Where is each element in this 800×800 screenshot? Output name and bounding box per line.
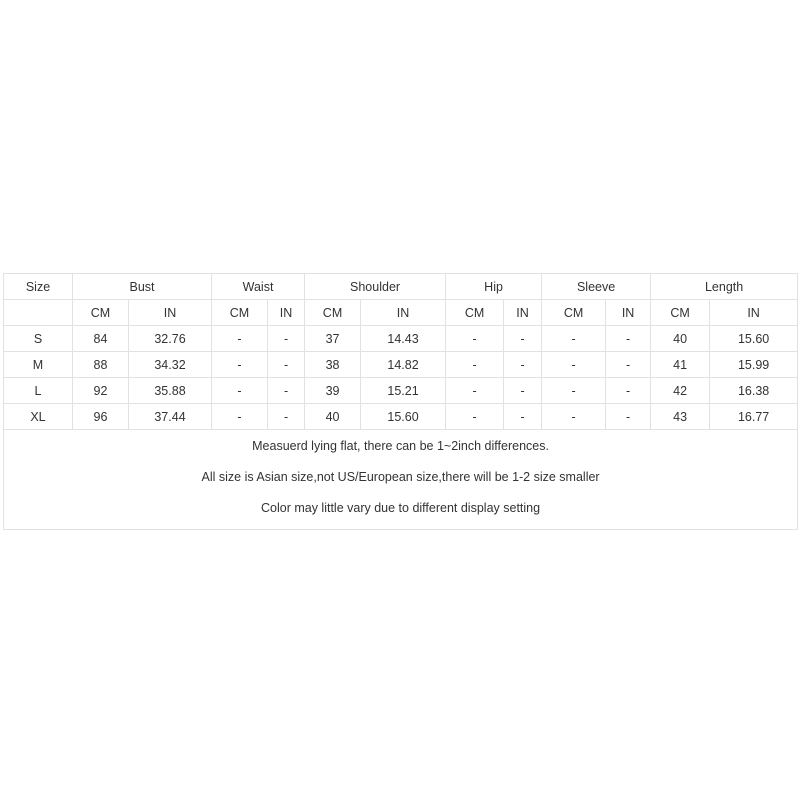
value-cell: 15.60: [360, 403, 447, 430]
group-header: Bust: [71, 273, 213, 300]
unit-header: CM: [72, 299, 129, 326]
value-cell: 37: [304, 325, 362, 352]
value-cell: -: [605, 403, 652, 430]
notes-row: Measuerd lying flat, there can be 1~2inc…: [2, 429, 799, 530]
value-cell: 32.76: [127, 325, 213, 352]
value-cell: -: [541, 403, 607, 430]
size-header: Size: [3, 273, 73, 300]
value-cell: 34.32: [127, 351, 213, 378]
value-cell: -: [211, 325, 269, 352]
unit-header-row: CM IN CM IN CM IN CM IN CM IN CM IN: [3, 299, 799, 326]
unit-header: CM: [211, 299, 269, 326]
value-cell: 41: [650, 351, 711, 378]
size-cell: M: [3, 351, 73, 378]
group-header: Waist: [211, 273, 306, 300]
value-cell: -: [605, 377, 652, 404]
value-cell: -: [211, 377, 269, 404]
unit-header: IN: [503, 299, 543, 326]
unit-header: CM: [445, 299, 505, 326]
unit-header: IN: [127, 299, 213, 326]
value-cell: -: [605, 351, 652, 378]
value-cell: -: [541, 325, 607, 352]
unit-header: IN: [360, 299, 447, 326]
value-cell: 15.99: [709, 351, 799, 378]
value-cell: 96: [72, 403, 129, 430]
unit-header: CM: [541, 299, 607, 326]
value-cell: 16.77: [709, 403, 799, 430]
group-header: Hip: [445, 273, 543, 300]
value-cell: 40: [650, 325, 711, 352]
value-cell: 84: [72, 325, 129, 352]
size-cell: XL: [3, 403, 73, 430]
value-cell: -: [541, 351, 607, 378]
value-cell: 88: [72, 351, 129, 378]
value-cell: -: [211, 351, 269, 378]
table-row: M 88 34.32- -38 14.82- - - -41 15.99: [3, 351, 799, 378]
size-cell: L: [3, 377, 73, 404]
group-header: Length: [650, 273, 799, 300]
note-text: Measuerd lying flat, there can be 1~2inc…: [252, 439, 549, 453]
unit-header: CM: [304, 299, 362, 326]
size-chart-table: Size Bust Waist Shoulder Hip Sleeve Leng…: [2, 273, 799, 530]
group-header: Shoulder: [304, 273, 447, 300]
value-cell: 37.44: [127, 403, 213, 430]
value-cell: -: [503, 403, 543, 430]
value-cell: -: [503, 377, 543, 404]
value-cell: -: [503, 351, 543, 378]
value-cell: 42: [650, 377, 711, 404]
group-header-row: Size Bust Waist Shoulder Hip Sleeve Leng…: [3, 273, 799, 300]
value-cell: -: [267, 325, 306, 352]
table-row: XL 96 37.44- -40 15.60- - - -43 16.77: [3, 403, 799, 430]
value-cell: 92: [72, 377, 129, 404]
value-cell: 38: [304, 351, 362, 378]
value-cell: 40: [304, 403, 362, 430]
table-row: S 84 32.76- -37 14.43- - - -40 15.60: [3, 325, 799, 352]
value-cell: -: [541, 377, 607, 404]
empty-cell: [3, 299, 73, 326]
note-text: Color may little vary due to different d…: [261, 501, 541, 515]
value-cell: -: [445, 325, 505, 352]
table-row: L 92 35.88- -39 15.21- - - -42 16.38: [3, 377, 799, 404]
value-cell: 35.88: [127, 377, 213, 404]
value-cell: -: [503, 325, 543, 352]
value-cell: -: [267, 377, 306, 404]
value-cell: -: [445, 351, 505, 378]
value-cell: -: [211, 403, 269, 430]
unit-header: CM: [650, 299, 711, 326]
group-header: Sleeve: [541, 273, 652, 300]
value-cell: 43: [650, 403, 711, 430]
value-cell: 16.38: [709, 377, 799, 404]
note-text: All size is Asian size,not US/European s…: [201, 470, 600, 484]
value-cell: -: [267, 403, 306, 430]
value-cell: 14.43: [360, 325, 447, 352]
value-cell: -: [445, 377, 505, 404]
value-cell: -: [445, 403, 505, 430]
value-cell: 15.21: [360, 377, 447, 404]
unit-header: IN: [267, 299, 306, 326]
value-cell: 14.82: [360, 351, 447, 378]
unit-header: IN: [709, 299, 799, 326]
value-cell: -: [267, 351, 306, 378]
unit-header: IN: [605, 299, 652, 326]
value-cell: 39: [304, 377, 362, 404]
size-cell: S: [3, 325, 73, 352]
value-cell: -: [605, 325, 652, 352]
notes-cell: Measuerd lying flat, there can be 1~2inc…: [2, 429, 799, 530]
value-cell: 15.60: [709, 325, 799, 352]
